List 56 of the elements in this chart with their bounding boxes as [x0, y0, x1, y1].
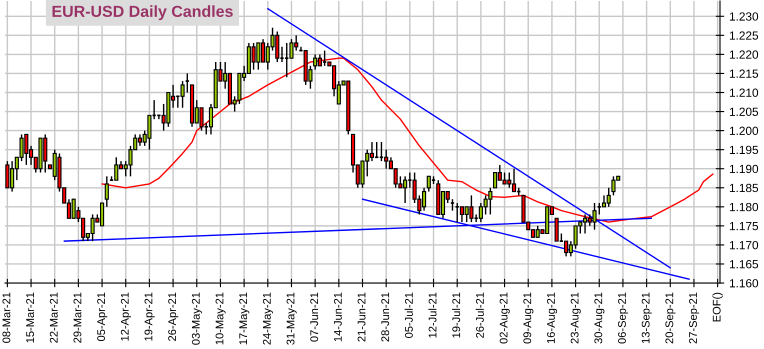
x-tick-label: 19-Apr-21 [144, 292, 155, 341]
chart-title: EUR-USD Daily Candles [52, 5, 233, 20]
x-tick-label: 26-Jul-21 [476, 292, 484, 338]
y-tick-label: 1.160 [730, 279, 758, 288]
x-tick-label: 17-May-21 [239, 292, 250, 344]
x-tick-label: 07-Jun-21 [310, 292, 318, 342]
candlestick [184, 72, 190, 94]
candlestick [180, 80, 185, 108]
y-tick-label: 1.180 [730, 202, 758, 212]
y-tick-label: 1.225 [730, 31, 758, 40]
x-tick-label: 23-Aug-21 [570, 292, 581, 344]
x-tick-label: 09-Aug-21 [523, 292, 534, 344]
y-tick-label: 1.215 [730, 69, 758, 78]
candlestick [554, 218, 559, 242]
y-tick-label: 1.220 [730, 50, 758, 59]
x-tick-label: 05-Apr-21 [97, 292, 108, 342]
x-tick-label: 26-Apr-21 [168, 292, 178, 341]
x-tick-label: 10-May-21 [216, 292, 226, 344]
x-tick-label: 06-Sep-21 [618, 292, 628, 344]
x-tick-label: 29-Mar-21 [74, 292, 82, 343]
candlestick [460, 206, 464, 223]
y-tick-label: 1.175 [730, 222, 758, 230]
x-tick-label: 28-Jun-21 [381, 292, 390, 342]
y-tick-label: 1.210 [730, 88, 758, 97]
x-tick-label: 12-Apr-21 [120, 292, 131, 341]
y-tick-label: 1.230 [730, 12, 758, 21]
x-tick-label: 24-May-21 [262, 292, 273, 345]
x-tick-label: 20-Sep-21 [665, 292, 676, 344]
candlestick [596, 202, 602, 216]
x-tick-label: 27-Sep-21 [689, 292, 700, 344]
y-tick-label: 1.185 [730, 184, 758, 192]
y-tick-label: 1.165 [730, 260, 758, 268]
x-tick-label: 22-Mar-21 [50, 292, 58, 343]
x-tick-label: 19-Jul-21 [452, 292, 460, 338]
x-tick-label: 05-Jul-21 [404, 292, 413, 338]
x-tick-label: 14-Jun-21 [334, 292, 342, 342]
y-tick-label: 1.205 [730, 108, 758, 116]
x-tick-label: 31-May-21 [286, 292, 297, 345]
x-tick-label: 08-Mar-21 [2, 292, 10, 343]
y-tick-label: 1.190 [730, 164, 758, 174]
x-tick-label: EOF() [712, 292, 723, 322]
x-tick-label: 21-Jun-21 [358, 292, 366, 342]
candlestick [284, 42, 290, 78]
y-tick-label: 1.200 [730, 126, 758, 136]
y-tick-label: 1.195 [730, 146, 758, 154]
x-tick-label: 15-Mar-21 [26, 292, 34, 342]
x-tick-label: 13-Sep-21 [642, 292, 652, 344]
y-tick-label: 1.170 [730, 240, 758, 250]
candlestick [374, 141, 380, 158]
x-tick-label: 16-Aug-21 [547, 292, 558, 344]
candlestick [454, 202, 460, 223]
candlestick [104, 176, 109, 208]
x-tick-label: 30-Aug-21 [594, 292, 604, 344]
x-tick-label: 02-Aug-21 [500, 292, 510, 344]
x-tick-label: 03-May-21 [192, 292, 202, 345]
x-tick-label: 12-Jul-21 [428, 292, 437, 338]
